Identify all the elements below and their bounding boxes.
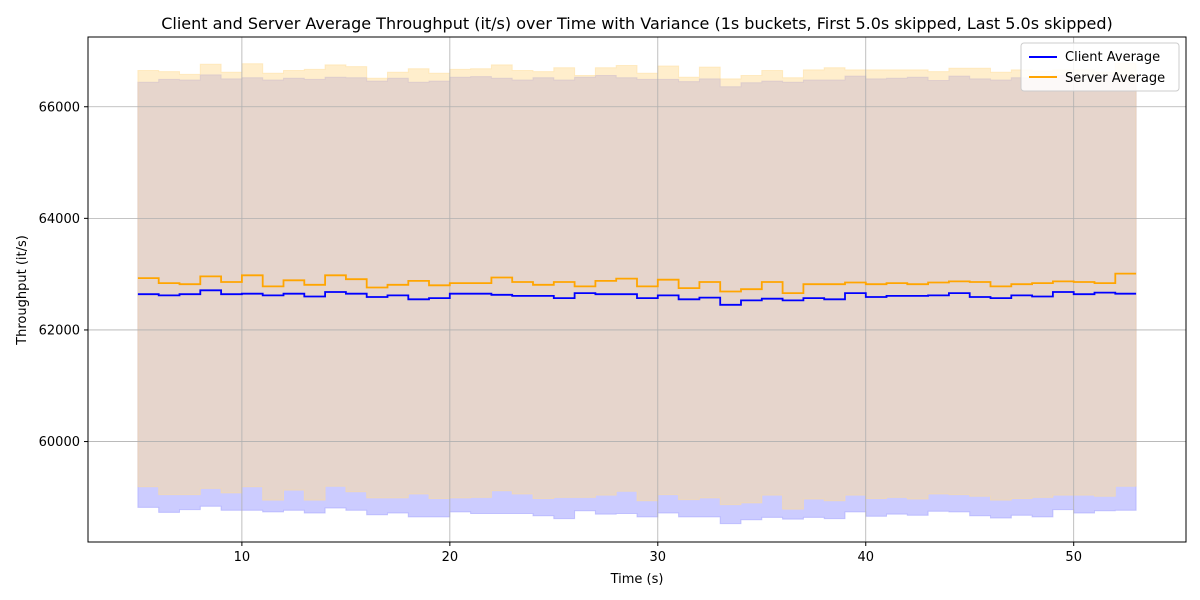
- y-tick-label: 62000: [39, 323, 80, 338]
- x-axis-label: Time (s): [610, 572, 664, 587]
- legend-label-client: Client Average: [1065, 50, 1160, 65]
- y-axis-ticks: 60000 62000 64000 66000: [39, 100, 88, 450]
- legend-label-server: Server Average: [1065, 71, 1165, 86]
- y-tick-label: 64000: [39, 212, 80, 227]
- y-tick-label: 60000: [39, 435, 80, 450]
- x-tick-label: 30: [650, 550, 667, 565]
- x-tick-label: 20: [442, 550, 459, 565]
- x-tick-label: 10: [234, 550, 251, 565]
- chart-title: Client and Server Average Throughput (it…: [161, 14, 1113, 33]
- y-tick-label: 66000: [39, 100, 80, 115]
- x-tick-label: 40: [857, 550, 874, 565]
- x-axis-ticks: 10 20 30 40 50: [234, 542, 1082, 565]
- x-tick-label: 50: [1065, 550, 1082, 565]
- y-axis-label: Throughput (it/s): [15, 235, 30, 346]
- legend: Client Average Server Average: [1021, 43, 1179, 91]
